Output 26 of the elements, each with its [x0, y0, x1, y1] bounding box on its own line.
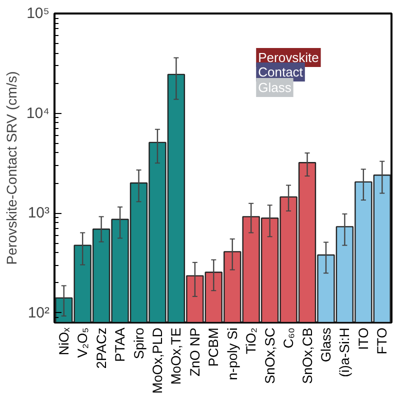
- x-tick-label: MoOx,TE: [168, 328, 184, 385]
- annotation: Glass: [258, 80, 292, 95]
- x-tick-label: Spiro: [131, 328, 146, 360]
- y-tick-label: 10²: [28, 304, 50, 322]
- annotation: Contact: [258, 64, 304, 80]
- y-tick-label: 10³: [28, 204, 50, 222]
- x-tick-label: V₂O₅: [75, 328, 90, 358]
- x-tick-label: SnOx,SC: [262, 327, 278, 384]
- x-tick-label: ITO: [356, 328, 371, 350]
- x-tick-label: PTAA: [112, 328, 128, 362]
- x-tick-label: PCBM: [206, 328, 222, 367]
- x-tick-label: 2PACz: [94, 327, 109, 369]
- x-tick-label: MoOx,PLD: [150, 327, 165, 394]
- y-tick-label: 10⁵: [26, 5, 50, 22]
- x-tick-label: SnOx,CB: [300, 328, 315, 384]
- x-tick-label: n-poly Si: [224, 328, 240, 380]
- x-tick-label: Glass: [318, 327, 334, 362]
- y-tick-label: 10⁴: [26, 104, 50, 122]
- annotation: Perovskite: [258, 50, 319, 65]
- x-tick-label: C₆₀: [281, 328, 296, 348]
- x-tick-label: NiOₓ: [56, 327, 72, 356]
- x-tick-label: FTO: [374, 328, 390, 354]
- x-tick-label: TiO₂: [244, 328, 259, 354]
- x-tick-label: ZnO NP: [187, 328, 202, 376]
- x-tick-label: (i)a-Si:H: [337, 328, 352, 378]
- y-axis-title: Perovskite-Contact SRV (cm/s): [3, 71, 20, 265]
